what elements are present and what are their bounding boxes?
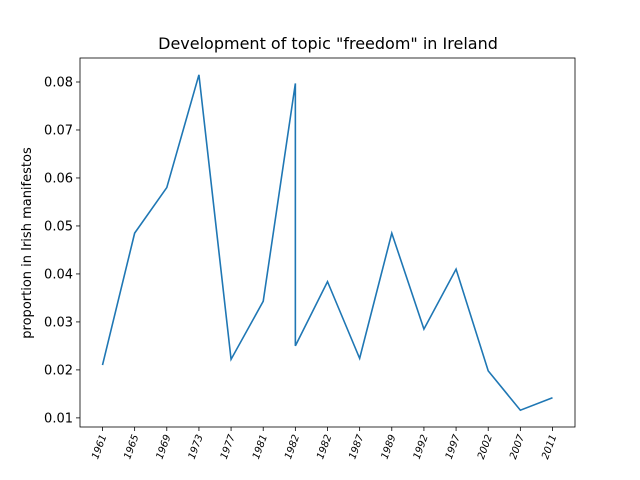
x-tick-label: 2007	[508, 433, 527, 461]
x-tick-label: 1977	[219, 433, 238, 461]
chart-title: Development of topic "freedom" in Irelan…	[158, 34, 498, 53]
y-tick-label: 0.08	[44, 75, 73, 90]
line	[101, 74, 553, 412]
x-tick-label: 2011	[540, 433, 559, 461]
y-tick-label: 0.06	[44, 171, 73, 186]
x-tick-label: 1989	[380, 433, 399, 461]
y-tick-label: 0.01	[44, 411, 73, 426]
x-tick-label: 1982	[315, 433, 334, 461]
x-tick-label: 1981	[251, 433, 270, 461]
x-tick-label: 1997	[444, 433, 463, 461]
y-tick-label: 0.07	[44, 123, 73, 138]
y-axis-label: proportion in Irish manifestos	[20, 147, 35, 339]
plot-frame	[79, 57, 576, 428]
x-tick-label: 1969	[155, 433, 174, 461]
y-tick-label: 0.04	[44, 267, 73, 282]
y-tick-label: 0.03	[44, 315, 73, 330]
x-tick-label: 1992	[412, 433, 431, 461]
x-tick-label: 1973	[187, 433, 206, 461]
x-tick-label: 2002	[476, 433, 495, 461]
x-tick-label: 1961	[90, 433, 109, 461]
y-tick-label: 0.05	[44, 219, 73, 234]
x-tick-label: 1965	[122, 433, 141, 461]
y-tick-label: 0.02	[44, 363, 73, 378]
x-tick-label: 1982	[283, 433, 302, 461]
x-tick-label: 1987	[347, 433, 366, 461]
